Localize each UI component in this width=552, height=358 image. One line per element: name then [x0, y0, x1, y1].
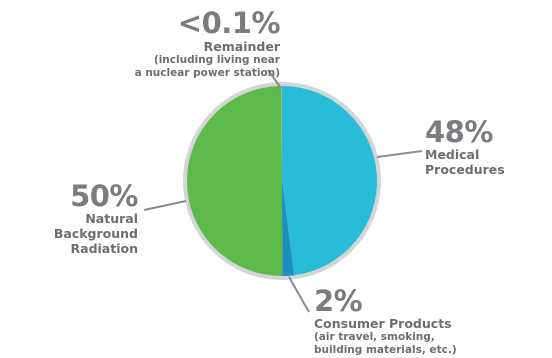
medical-percent: 48% — [425, 115, 493, 149]
consumer-desc-line1: (air travel, smoking, — [314, 331, 435, 343]
consumer-name: Consumer Products — [314, 316, 452, 331]
label-natural: 50% Natural Background Radiation — [0, 179, 139, 256]
leader-medical — [376, 150, 423, 158]
slice-remainder — [281, 86, 282, 181]
slice-medical-procedures — [282, 86, 378, 276]
label-medical: 48% Medical Procedures — [425, 117, 550, 177]
label-consumer: 2% Consumer Products (air travel, smokin… — [314, 286, 494, 357]
remainder-desc-line2: a nuclear power station) — [134, 67, 280, 79]
remainder-percent: <0.1% — [177, 6, 281, 40]
consumer-percent: 2% — [314, 284, 363, 318]
natural-percent: 50% — [70, 179, 138, 213]
leader-natural — [143, 200, 187, 211]
leader-consumer — [288, 276, 310, 313]
natural-name-line1: Natural Background — [53, 211, 138, 241]
consumer-desc-line2: building materials, etc.) — [314, 344, 457, 356]
medical-name: Medical Procedures — [425, 147, 505, 177]
remainder-desc-line1: (including living near — [153, 54, 280, 66]
slice-consumer-products — [282, 181, 295, 276]
label-remainder: <0.1% Remainder (including living near a… — [120, 6, 281, 80]
natural-name-line2: Radiation — [70, 241, 138, 256]
slice-natural-background — [186, 86, 283, 277]
remainder-name: Remainder — [203, 39, 280, 54]
leader-remainder — [267, 69, 282, 89]
